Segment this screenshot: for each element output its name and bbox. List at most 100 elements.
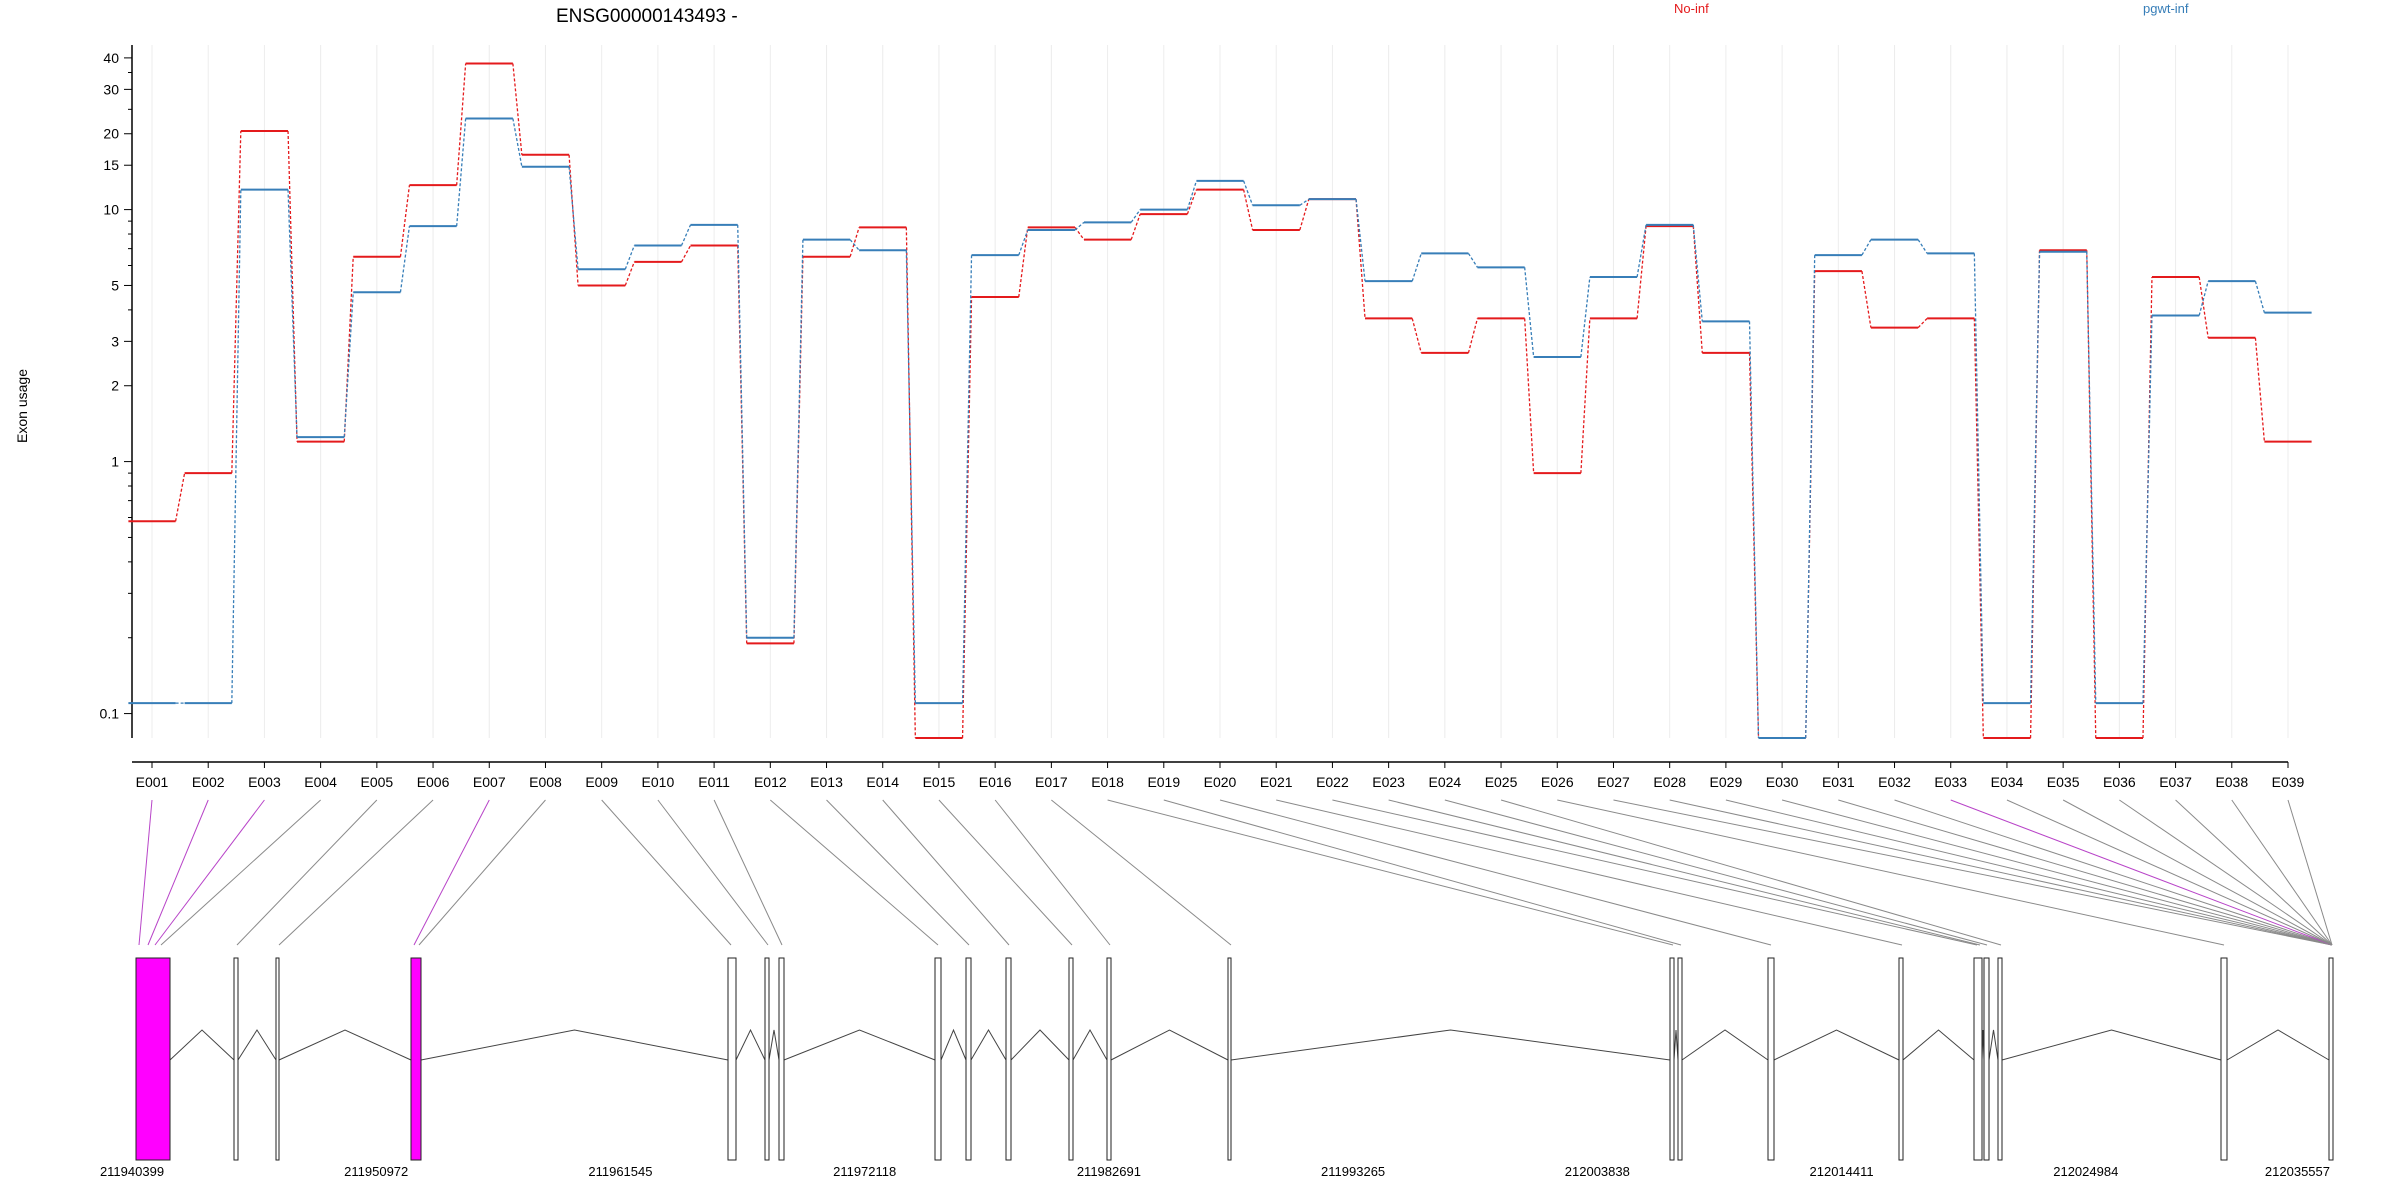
series-connector — [737, 224, 748, 638]
coordinate-label: 211972118 — [833, 1164, 896, 1179]
series-lines — [128, 62, 2312, 739]
y-tick-label: 40 — [103, 50, 119, 66]
connector-E015 — [938, 799, 1073, 946]
x-tick-label-E018: E018 — [1091, 774, 1124, 790]
y-tick-label: 0.1 — [100, 706, 120, 722]
x-tick-label-E001: E001 — [136, 774, 169, 790]
series-connector — [1355, 199, 1366, 282]
exon-box — [778, 957, 785, 1161]
y-tick-label: 15 — [103, 157, 119, 173]
exon-box — [1005, 957, 1012, 1161]
connector-E039 — [2287, 799, 2333, 946]
series-connector — [1973, 318, 1984, 739]
y-axis-ticks: 0.1 1 2 3 5 10 15 20 30 40 — [100, 50, 132, 722]
connector-E004 — [160, 799, 321, 946]
intron-line — [237, 1029, 277, 1061]
series-connector — [1467, 253, 1478, 268]
coordinate-label: 211940399 — [100, 1164, 164, 1179]
connector-E038 — [2231, 799, 2333, 946]
y-tick-label: 5 — [111, 277, 119, 293]
series-connector — [1018, 227, 1029, 298]
series-connector — [1411, 253, 1422, 282]
series-connector — [2198, 281, 2209, 316]
chart-title: ENSG00000143493 - — [556, 6, 738, 27]
x-tick-label-E012: E012 — [754, 774, 787, 790]
connector-E008 — [418, 799, 546, 946]
series-connector — [624, 245, 635, 270]
exon-box — [1997, 957, 2003, 1161]
x-tick-label-E008: E008 — [529, 774, 562, 790]
intron-line — [420, 1029, 729, 1061]
x-tick-label-E007: E007 — [473, 774, 506, 790]
intron-line — [768, 1029, 780, 1061]
series-connector — [1242, 189, 1254, 231]
series-connector — [456, 63, 467, 186]
exon-box — [410, 957, 422, 1161]
connector-E035 — [2062, 799, 2333, 946]
genomic-coordinate-ticks: 211940399 211950972 211961545 211972118 2119… — [100, 1164, 2330, 1179]
x-tick-label-E003: E003 — [248, 774, 281, 790]
series-connector — [2029, 250, 2041, 739]
connector-E033 — [1950, 799, 2333, 946]
series-connector — [1018, 229, 1029, 256]
series-connector — [287, 131, 298, 442]
x-tick-label-E038: E038 — [2215, 774, 2248, 790]
x-axis-ticks: E001 E002 E003 E004 E005 E006 E007 E008 E009 E010… — [136, 762, 2305, 790]
x-tick-label-E019: E019 — [1147, 774, 1180, 790]
intron-line — [2226, 1029, 2330, 1061]
exon-box — [233, 957, 239, 1161]
connector-E011 — [713, 799, 783, 946]
intron-line — [1681, 1029, 1769, 1061]
connector-E026 — [1557, 799, 2225, 946]
coordinate-label: 211950972 — [344, 1164, 408, 1179]
x-tick-label-E022: E022 — [1316, 774, 1349, 790]
y-tick-label: 10 — [103, 202, 119, 218]
series-connector — [2254, 337, 2266, 442]
x-tick-label-E030: E030 — [1766, 774, 1799, 790]
x-tick-label-E027: E027 — [1597, 774, 1630, 790]
y-tick-label: 20 — [103, 126, 119, 142]
coordinate-label: 212024984 — [2053, 1164, 2118, 1179]
series-connector — [849, 239, 860, 251]
x-tick-label-E032: E032 — [1878, 774, 1911, 790]
intron-line — [735, 1028, 766, 1061]
series-connector — [2198, 276, 2209, 338]
exon-box — [1106, 957, 1112, 1161]
series-connector — [1130, 209, 1141, 223]
series-connector — [624, 261, 635, 286]
connector-E001 — [138, 799, 153, 946]
series-connector — [343, 256, 354, 442]
intron-line — [278, 1029, 412, 1061]
series-connector — [2142, 315, 2153, 704]
exon-box — [1669, 957, 1675, 1161]
exon-box — [1227, 957, 1232, 1161]
series-connector — [849, 227, 860, 257]
connector-E031 — [1838, 799, 2333, 946]
connector-E030 — [1781, 799, 2333, 946]
x-tick-label-E006: E006 — [417, 774, 450, 790]
series-connector — [680, 224, 692, 246]
y-axis-label: Exon usage — [14, 369, 30, 443]
series-connector — [1411, 318, 1422, 354]
x-tick-label-E013: E013 — [810, 774, 843, 790]
coordinate-label: 212035557 — [2265, 1164, 2330, 1179]
series-connector — [2086, 251, 2097, 704]
connector-E014 — [882, 799, 1010, 946]
connector-E019 — [1163, 799, 1682, 946]
series-connector — [1130, 213, 1141, 240]
connector-E021 — [1276, 799, 1903, 946]
connector-E003 — [154, 799, 265, 946]
exon-box — [1973, 957, 1983, 1161]
series-connector — [1973, 253, 1984, 704]
connector-E006 — [278, 799, 434, 946]
exon-box — [1677, 957, 1683, 1161]
connector-E002 — [147, 799, 209, 946]
connector-E007 — [413, 799, 490, 946]
series-connector — [1861, 239, 1872, 256]
series-connector — [1917, 317, 1928, 329]
coordinate-label: 212003838 — [1565, 1164, 1630, 1179]
connector-E012 — [769, 799, 939, 946]
connector-E016 — [994, 799, 1111, 946]
series-connector — [512, 118, 523, 167]
